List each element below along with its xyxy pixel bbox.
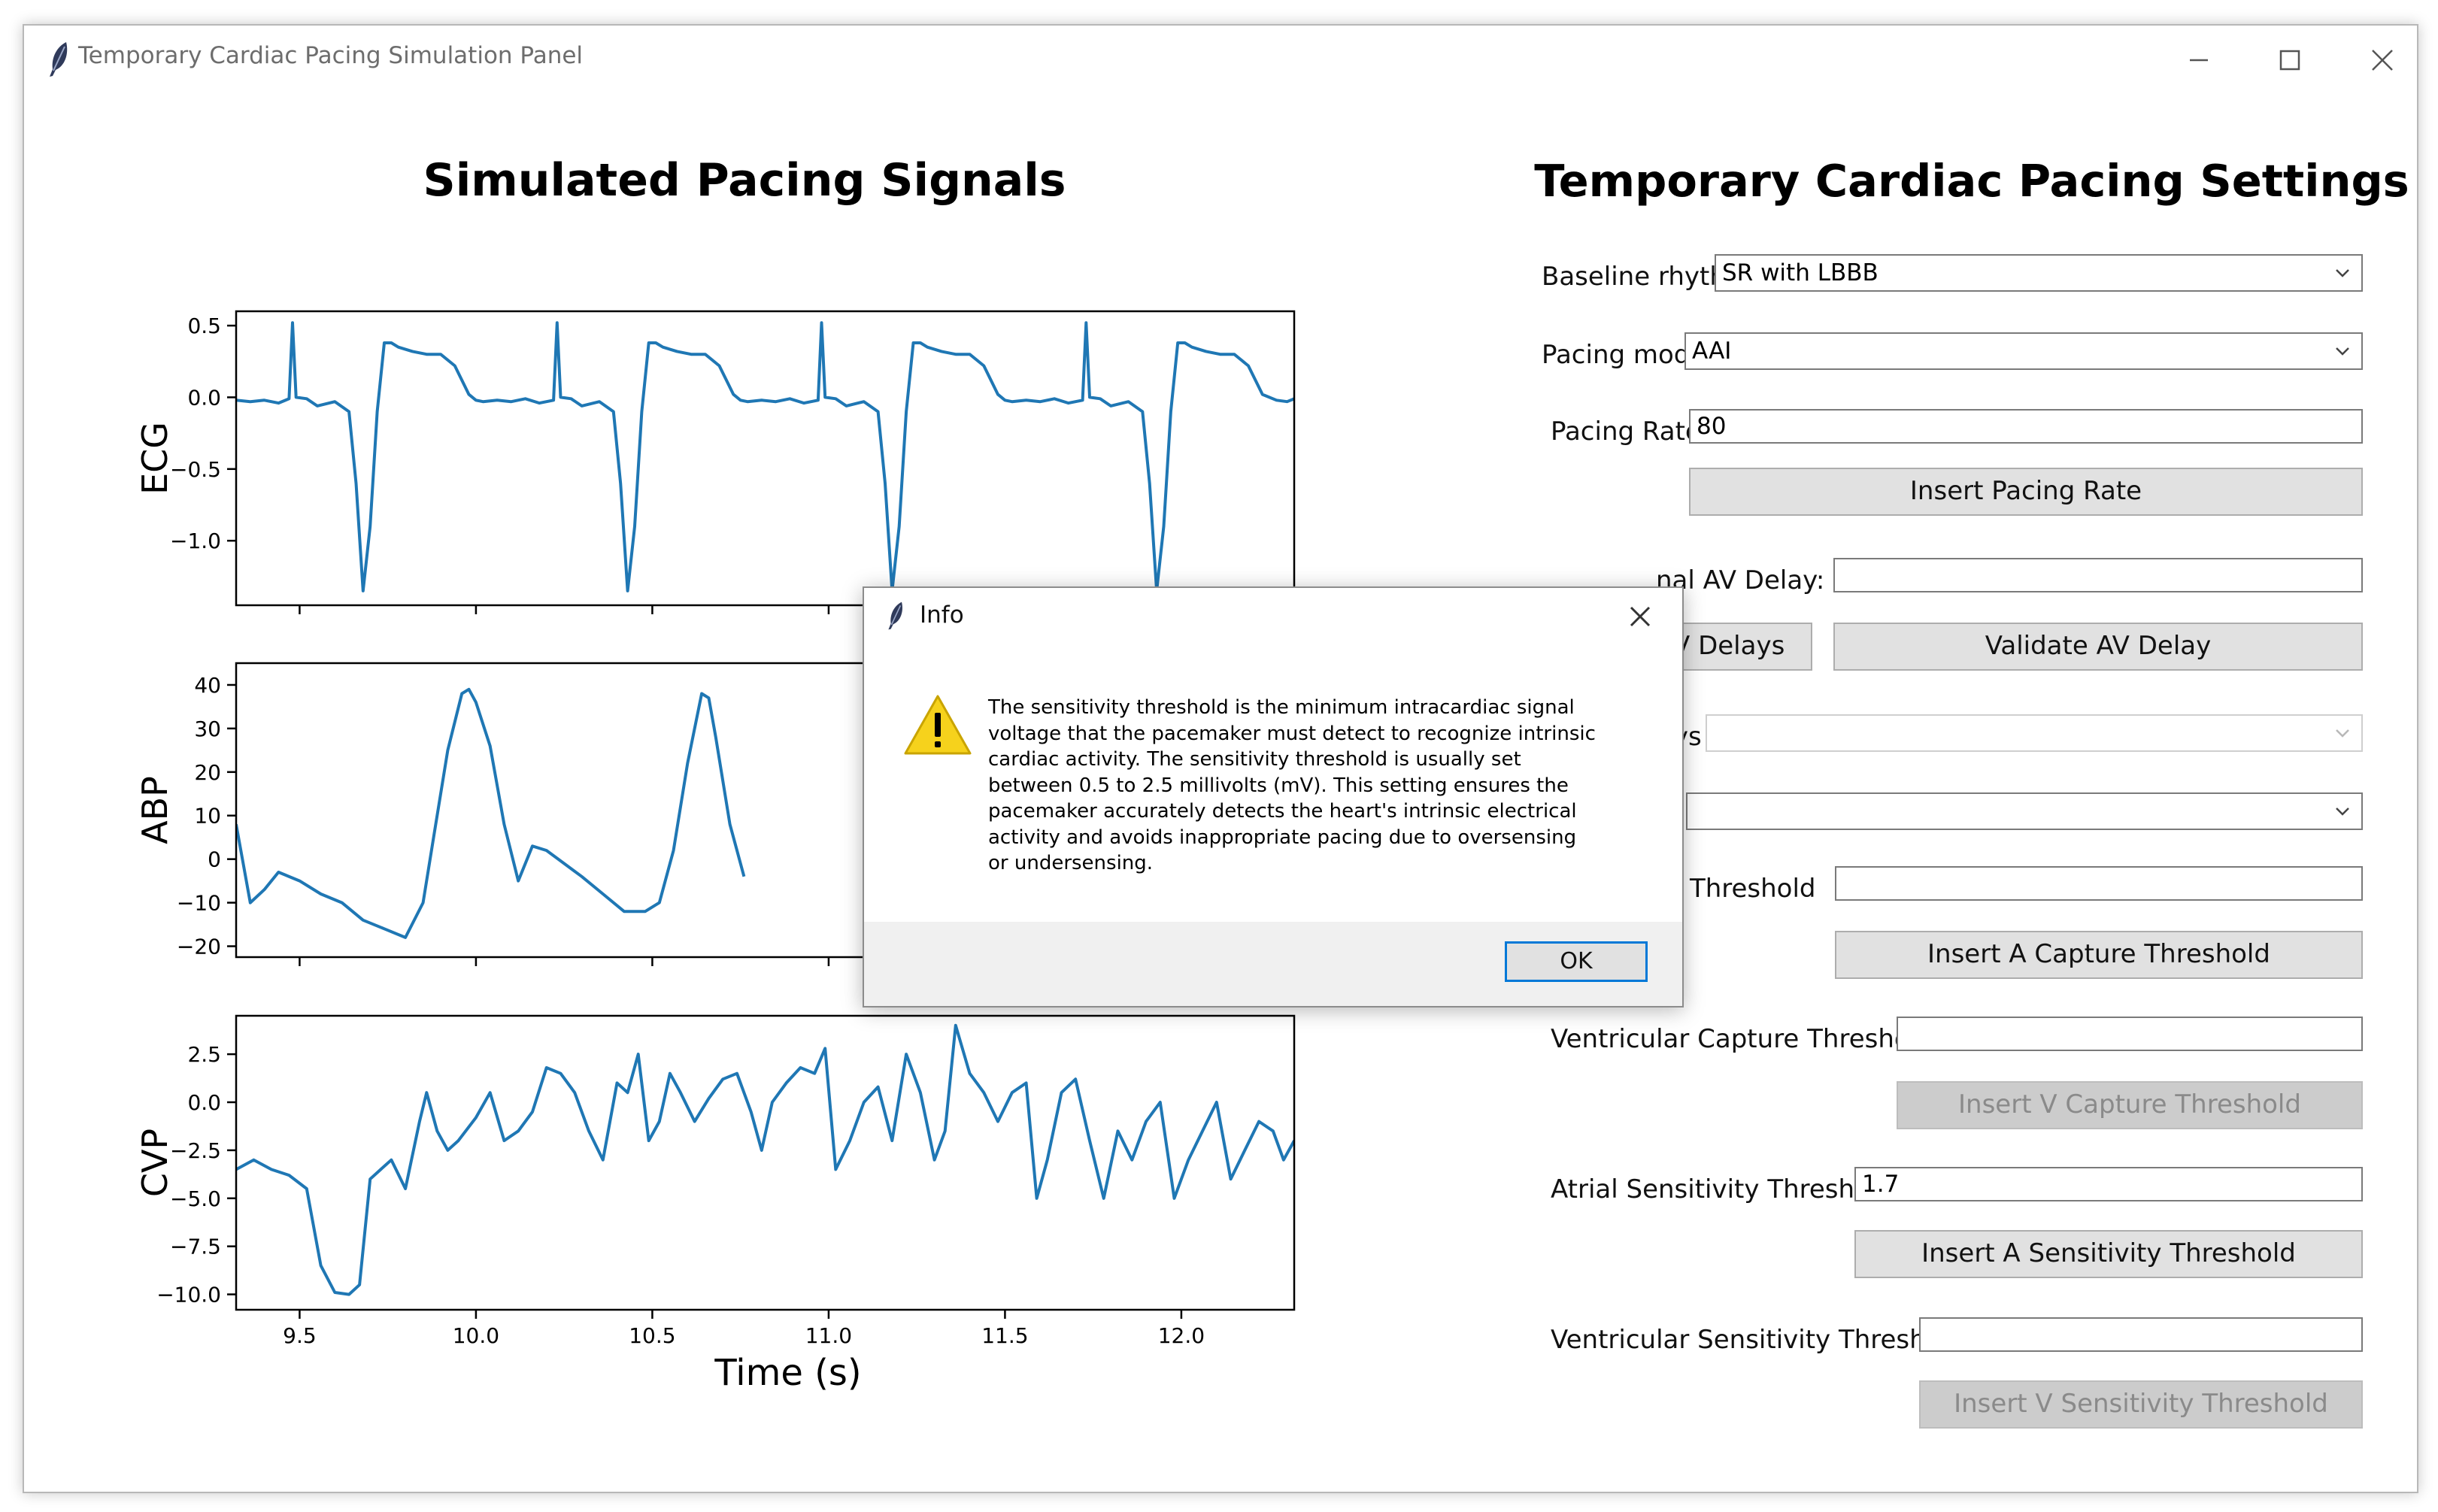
pacing-signals-figure: Simulated Pacing Signals 0.5 0.0 −0.5 −1.0 E… [135, 154, 1296, 1394]
pacing-mode-select[interactable]: AAI [1684, 332, 2363, 370]
x-tick-label: 11.0 [805, 1323, 852, 1348]
insert-pacing-rate-button[interactable]: Insert Pacing Rate [1689, 468, 2363, 516]
delays-select[interactable] [1706, 714, 2363, 752]
plot-title: Simulated Pacing Signals [423, 154, 1066, 207]
close-icon[interactable] [1625, 601, 1655, 632]
ecg-axes: 0.5 0.0 −0.5 −1.0 ECG [135, 310, 1296, 614]
y-tick-label: −0.5 [170, 457, 221, 482]
feather-icon [50, 42, 68, 77]
x-axis-label: Time (s) [714, 1352, 861, 1394]
dialog-footer: OK [864, 922, 1682, 1006]
dialog-title: Info [920, 601, 964, 629]
y-tick-label: 0.0 [187, 385, 221, 410]
y-tick-label: 0 [208, 847, 221, 872]
ventricular-sensitivity-threshold-input[interactable] [1919, 1317, 2363, 1352]
y-tick-label: −2.5 [170, 1138, 221, 1163]
y-tick-label: −20 [177, 935, 221, 959]
warning-icon [904, 695, 972, 755]
window-title: Temporary Cardiac Pacing Simulation Pane… [78, 42, 584, 69]
cvp-axes: 2.5 0.0 −2.5 −5.0 −7.5 −10.0 9.5 10.0 10.5 11.0 11… [135, 1014, 1296, 1348]
chevron-down-icon [2336, 269, 2349, 277]
y-tick-label: −10 [177, 891, 221, 916]
mode-select[interactable] [1686, 792, 2363, 830]
ecg-y-axis-label: ECG [135, 422, 175, 495]
ecg-plot-frame [235, 310, 1296, 607]
chevron-down-icon [2336, 347, 2349, 356]
y-tick-label: 20 [194, 760, 221, 785]
abp-y-axis-label: ABP [135, 776, 175, 844]
atrial-sensitivity-threshold-label: Atrial Sensitivity Threshold [1551, 1174, 1894, 1204]
dialog-message: The sensitivity threshold is the minimum… [988, 696, 1596, 874]
cvp-plot-frame [235, 1014, 1296, 1311]
ventricular-capture-threshold-label: Ventricular Capture Threshold [1551, 1024, 1933, 1054]
close-icon[interactable] [2355, 39, 2408, 81]
x-tick-label: 12.0 [1158, 1323, 1205, 1348]
ventricular-sensitivity-threshold-label: Ventricular Sensitivity Threshold [1551, 1325, 1965, 1355]
insert-a-sensitivity-threshold-button[interactable]: Insert A Sensitivity Threshold [1854, 1230, 2363, 1278]
pacing-mode-value: AAI [1692, 338, 1732, 365]
y-tick-label: −7.5 [170, 1235, 221, 1259]
atrial-sensitivity-threshold-input[interactable]: 1.7 [1854, 1167, 2363, 1201]
av-delay-input[interactable] [1833, 558, 2363, 592]
chevron-down-icon [2336, 808, 2349, 816]
y-tick-label: −10.0 [156, 1283, 221, 1307]
x-tick-label: 10.5 [629, 1323, 675, 1348]
main-window: Temporary Cardiac Pacing Simulation Pane… [23, 24, 2418, 1493]
settings-title: Temporary Cardiac Pacing Settings [1534, 155, 2409, 207]
ecg-series-line [236, 321, 1294, 592]
info-dialog: Info The sensitivity threshold is the mi… [863, 586, 1684, 1007]
maximize-icon[interactable] [2263, 39, 2315, 81]
cvp-series-line [236, 1023, 1294, 1296]
atrial-capture-threshold-input[interactable] [1835, 866, 2363, 901]
feather-icon [888, 601, 902, 630]
y-tick-label: −1.0 [170, 529, 221, 553]
y-tick-label: 30 [194, 717, 221, 741]
pacing-mode-label: Pacing mode [1542, 340, 1706, 370]
insert-v-capture-threshold-button[interactable]: Insert V Capture Threshold [1897, 1081, 2363, 1129]
baseline-rhythm-value: SR with LBBB [1722, 259, 1879, 286]
minimize-icon[interactable] [2172, 39, 2224, 81]
ok-button[interactable]: OK [1505, 941, 1648, 982]
pacing-rate-label: Pacing Rate [1551, 417, 1701, 447]
chevron-down-icon [2336, 729, 2349, 738]
insert-a-capture-threshold-button[interactable]: Insert A Capture Threshold [1835, 931, 2363, 979]
title-bar: Temporary Cardiac Pacing Simulation Pane… [24, 26, 2417, 93]
abp-series-line [236, 687, 746, 939]
y-tick-label: 2.5 [187, 1042, 221, 1067]
y-tick-label: 0.5 [187, 314, 221, 338]
baseline-rhythm-select[interactable]: SR with LBBB [1715, 254, 2363, 292]
y-tick-label: 0.0 [187, 1090, 221, 1115]
x-tick-label: 11.5 [981, 1323, 1028, 1348]
insert-v-sensitivity-threshold-button[interactable]: Insert V Sensitivity Threshold [1919, 1380, 2363, 1429]
validate-av-delay-button[interactable]: Validate AV Delay [1833, 623, 2363, 671]
x-tick-label: 10.0 [453, 1323, 499, 1348]
x-tick-label: 9.5 [283, 1323, 317, 1348]
y-tick-label: 10 [194, 804, 221, 829]
cvp-y-axis-label: CVP [135, 1129, 175, 1197]
ventricular-capture-threshold-input[interactable] [1897, 1017, 2363, 1051]
pacing-rate-input[interactable]: 80 [1689, 409, 2363, 444]
av-delay-label: nal AV Delay: [1656, 565, 1825, 595]
y-tick-label: 40 [194, 673, 221, 698]
y-tick-label: −5.0 [170, 1186, 221, 1211]
